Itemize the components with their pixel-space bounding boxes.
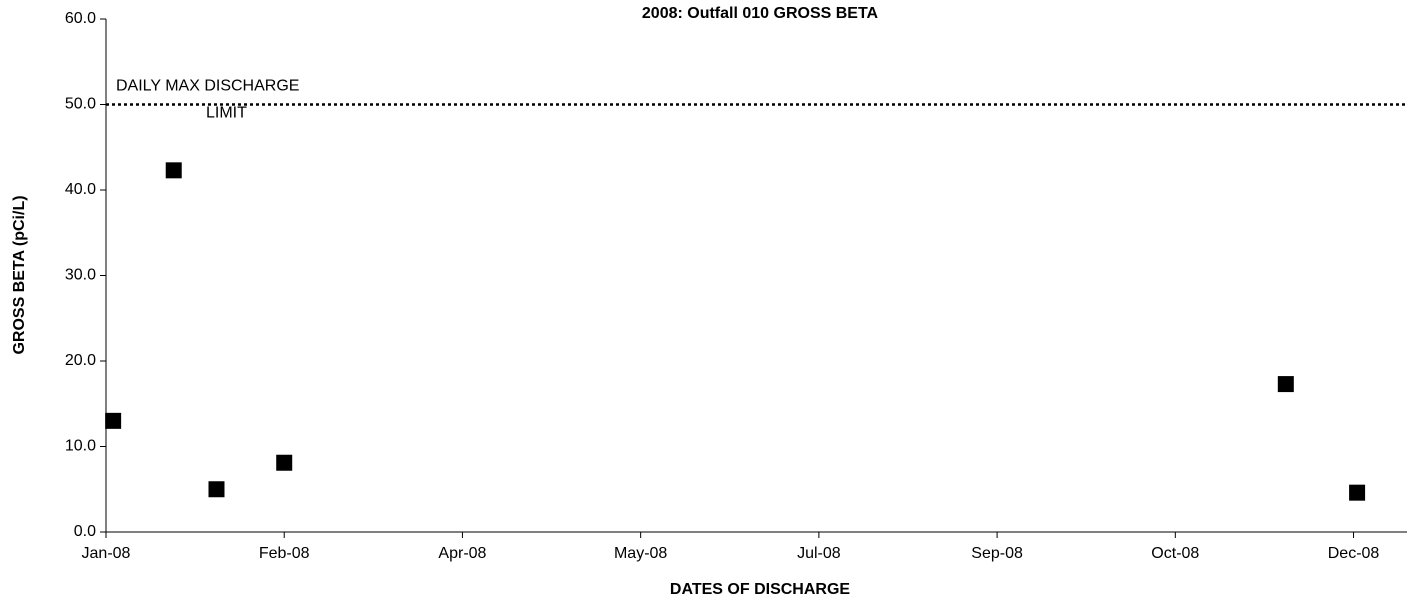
- limit-label: DAILY MAX DISCHARGE: [116, 78, 299, 95]
- y-tick-label: 20.0: [65, 352, 96, 369]
- point: [208, 481, 225, 498]
- x-tick-label: May-08: [614, 545, 667, 562]
- point: [1277, 376, 1294, 393]
- y-tick-label: 40.0: [65, 181, 96, 198]
- point: [105, 412, 122, 429]
- point: [165, 162, 182, 179]
- chart-title: 2008: Outfall 010 GROSS BETA: [642, 5, 879, 22]
- point: [1349, 484, 1366, 501]
- x-tick-label: Jul-08: [797, 545, 841, 562]
- y-tick-label: 60.0: [65, 10, 96, 27]
- y-tick-label: 50.0: [65, 96, 96, 113]
- limit-label: LIMIT: [206, 105, 247, 122]
- x-tick-label: Oct-08: [1151, 545, 1199, 562]
- y-tick-label: 30.0: [65, 267, 96, 284]
- x-axis-label: DATES OF DISCHARGE: [670, 581, 850, 598]
- x-tick-label: Feb-08: [259, 545, 310, 562]
- y-tick-label: 0.0: [74, 523, 96, 540]
- x-tick-label: Dec-08: [1328, 545, 1380, 562]
- y-tick-label: 10.0: [65, 438, 96, 455]
- x-tick-label: Sep-08: [971, 545, 1023, 562]
- x-tick-label: Jan-08: [82, 545, 131, 562]
- y-axis-label: GROSS BETA (pCi/L): [11, 195, 28, 354]
- point: [276, 454, 293, 471]
- x-tick-label: Apr-08: [438, 545, 486, 562]
